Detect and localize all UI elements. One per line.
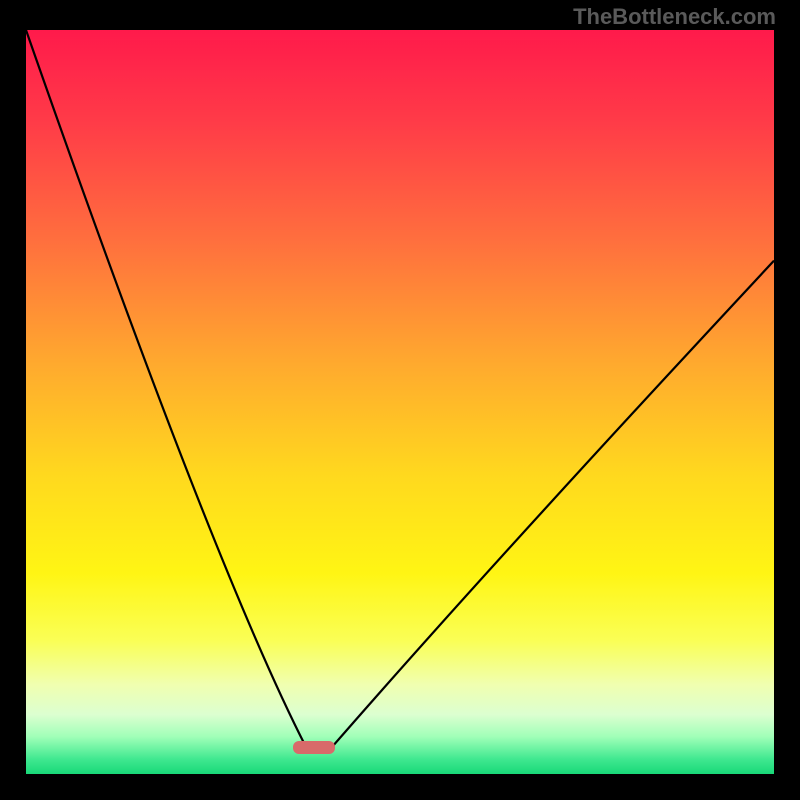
bottleneck-curve [26, 30, 774, 774]
plot-area [26, 30, 774, 774]
chart-container: TheBottleneck.com [0, 0, 800, 800]
curve-left-branch [26, 30, 307, 748]
watermark-text: TheBottleneck.com [573, 4, 776, 30]
curve-right-branch [331, 261, 774, 748]
optimal-range-marker [293, 741, 335, 754]
